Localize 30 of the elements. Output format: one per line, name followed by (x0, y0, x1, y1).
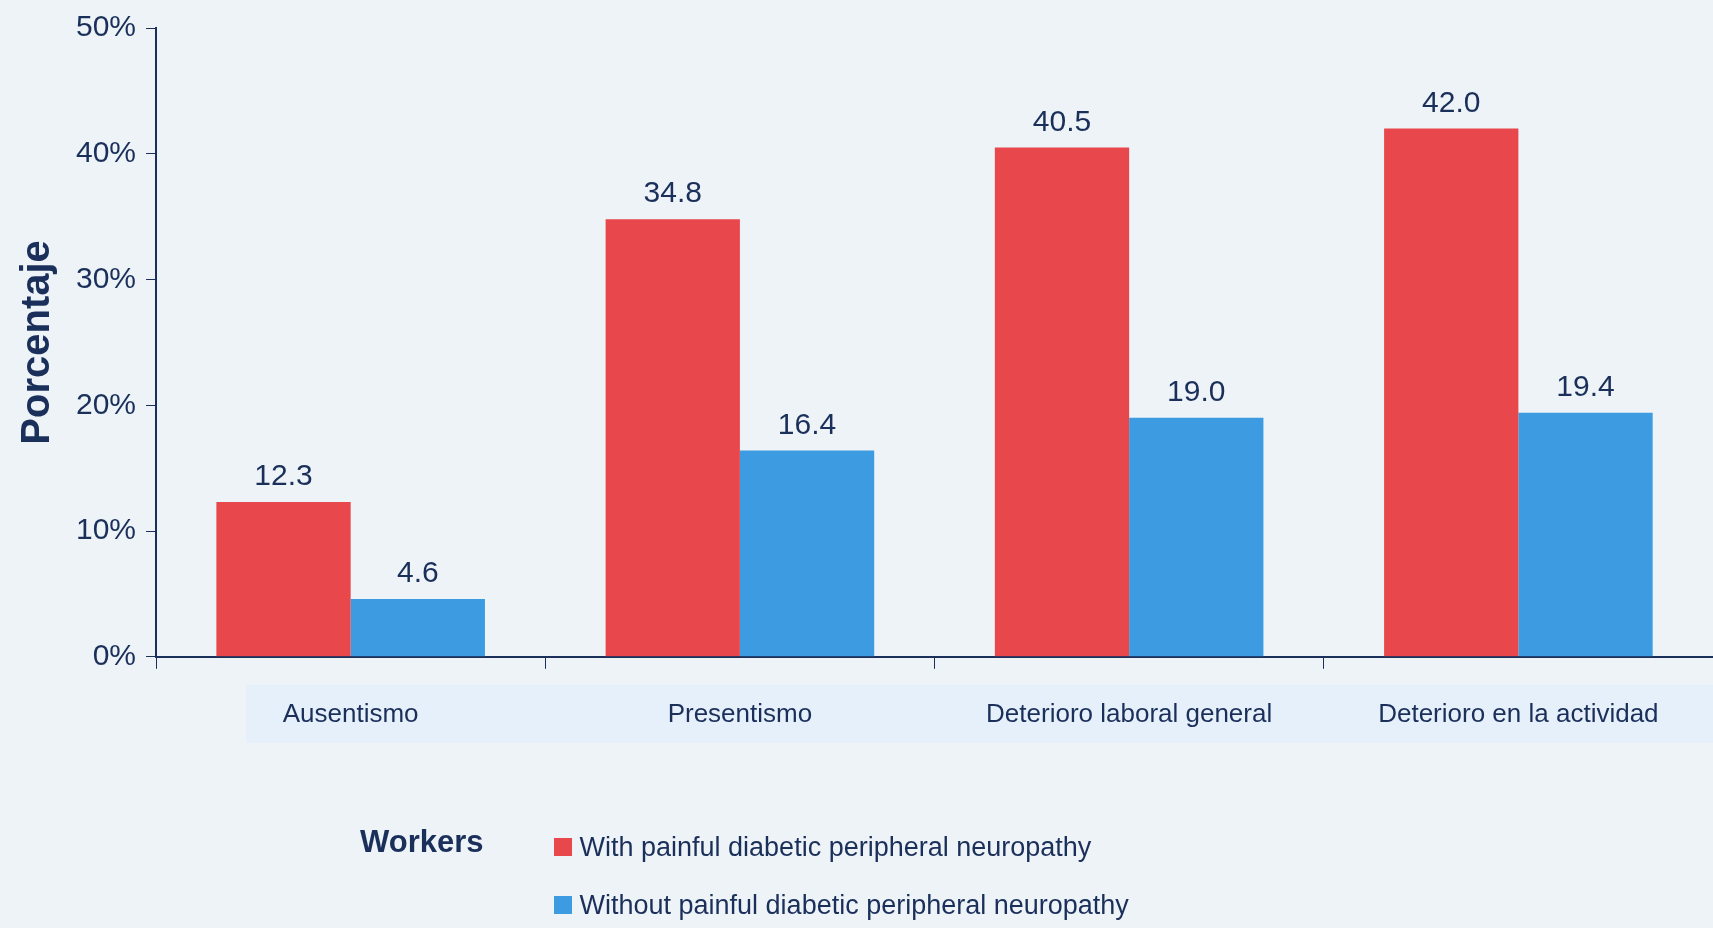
x-tick-label: Ausentismo (282, 697, 419, 728)
bar (350, 598, 485, 657)
bar (605, 219, 740, 657)
bar (216, 502, 351, 657)
y-tick-label: 30% (76, 260, 137, 294)
x-tick-label: Deterioro laboral general (986, 697, 1273, 728)
bar (739, 450, 875, 657)
text: 19.4 (1556, 369, 1615, 403)
text: 42.0 (1422, 84, 1481, 118)
text: 12.3 (254, 458, 313, 492)
bar (1129, 417, 1264, 657)
text: 34.8 (643, 175, 702, 209)
legend-label: With painful diabetic peripheral neuropathy (579, 831, 1092, 863)
x-tick-label: Presentismo (667, 697, 813, 728)
bar (1518, 412, 1653, 657)
y-tick-label: 20% (76, 386, 137, 420)
text: 19.0 (1167, 374, 1226, 408)
x-tick-label: Deterioro en la actividad (1378, 697, 1659, 728)
y-tick-label: 0% (92, 638, 137, 672)
y-tick-label: 40% (76, 135, 137, 169)
text: 16.4 (777, 406, 837, 440)
legend-label: Without painful diabetic peripheral neuropathy (579, 889, 1129, 921)
y-axis-title: Porcentaje (13, 240, 58, 445)
bar (994, 147, 1130, 657)
text: 4.6 (396, 555, 439, 589)
y-tick-label: 50% (76, 9, 137, 43)
legend-title: Workers (360, 824, 484, 860)
y-tick-label: 10% (76, 512, 137, 546)
bar (1384, 128, 1519, 657)
text: 40.5 (1032, 103, 1092, 137)
